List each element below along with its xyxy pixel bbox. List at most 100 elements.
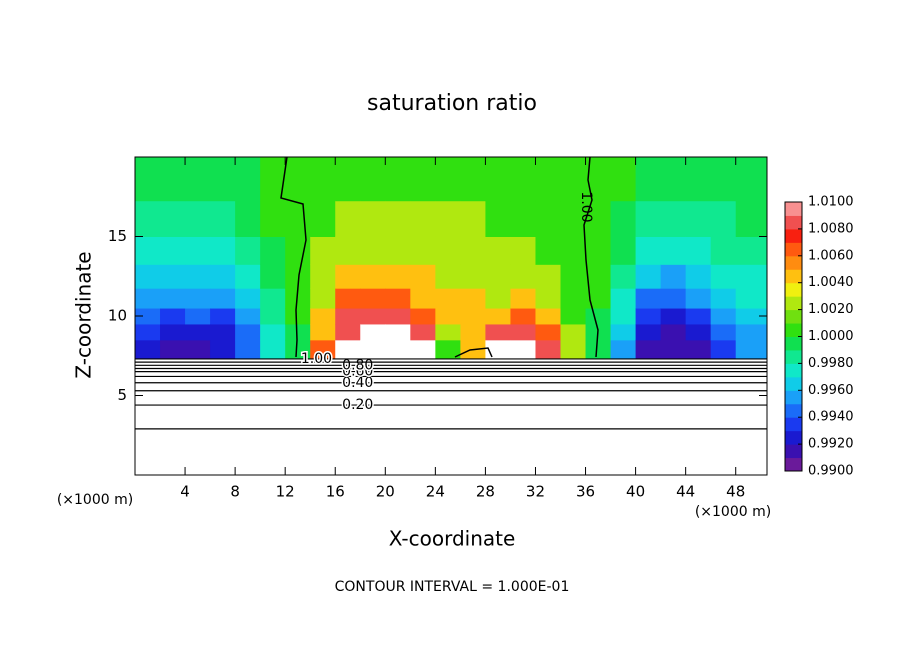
y-tick-label: 15: [108, 227, 127, 245]
field-cell: [285, 308, 311, 325]
colorbar-swatch: [785, 336, 802, 351]
field-cell: [435, 236, 461, 265]
field-cell: [535, 323, 562, 341]
field-cell: [735, 339, 768, 360]
x-tick-label: 12: [276, 483, 295, 501]
field-cell: [635, 200, 662, 237]
field-cell: [210, 200, 236, 237]
field-cell: [260, 308, 286, 325]
field-cell: [210, 157, 236, 202]
field-cell: [610, 308, 637, 325]
field-cell: [360, 264, 386, 289]
field-cell: [460, 288, 486, 309]
field-cell: [360, 157, 386, 202]
field-cell: [385, 339, 411, 360]
x-tick-label: 48: [726, 483, 745, 501]
field-cell: [185, 157, 211, 202]
field-cell: [410, 200, 436, 237]
field-cell: [260, 236, 286, 265]
x-tick-label: 4: [180, 483, 190, 501]
field-cell: [635, 339, 662, 360]
x-tick-label: 32: [526, 483, 545, 501]
field-cell: [335, 288, 361, 309]
field-cell: [635, 323, 662, 341]
field-cell: [210, 264, 236, 289]
field-cell: [135, 200, 161, 237]
colorbar-swatch: [785, 363, 802, 378]
field-cell: [435, 323, 461, 341]
field-cell: [435, 308, 461, 325]
field-cell: [185, 323, 211, 341]
field-cell: [135, 157, 161, 202]
field-cell: [310, 157, 336, 202]
field-cell: [485, 288, 511, 309]
field-cell: [310, 200, 336, 237]
field-cell: [585, 236, 612, 265]
field-cell: [660, 157, 687, 202]
field-cell: [535, 339, 562, 360]
field-cell: [260, 339, 286, 360]
field-cell: [510, 264, 536, 289]
field-cell: [210, 339, 236, 360]
field-cell: [235, 323, 261, 341]
field-cell: [385, 323, 411, 341]
contour-label: 0.80: [342, 357, 373, 373]
y-tick-label: 5: [117, 386, 127, 404]
colorbar-swatch: [785, 296, 802, 311]
field-cell: [310, 288, 336, 309]
colorbar-swatch: [785, 242, 802, 257]
colorbar-swatch: [785, 215, 802, 230]
y-axis-label: Z-coordinate: [72, 251, 96, 378]
colorbar-tick-label: 1.0040: [808, 275, 854, 290]
field-cell: [510, 288, 536, 309]
field-cell: [260, 264, 286, 289]
x-tick-label: 28: [476, 483, 495, 501]
field-cell: [210, 288, 236, 309]
field-cell: [635, 264, 662, 289]
x-tick-label: 20: [376, 483, 395, 501]
colorbar-tick-label: 0.9920: [808, 437, 854, 452]
colorbar-swatch: [785, 202, 802, 216]
field-cell: [585, 339, 612, 360]
y-axis-unit: (×1000 m): [57, 492, 133, 508]
field-cell: [460, 308, 486, 325]
x-axis-label: X-coordinate: [389, 527, 516, 551]
field-cell: [260, 288, 286, 309]
field-cell: [535, 200, 562, 237]
x-axis-unit: (×1000 m): [695, 504, 771, 520]
colorbar-swatch: [785, 323, 802, 337]
field-cell: [160, 288, 186, 309]
field-cell: [535, 157, 562, 202]
field-cell: [560, 323, 587, 341]
field-cell: [610, 323, 637, 341]
field-cell: [710, 200, 737, 237]
field-cell: [310, 323, 336, 341]
field-cell: [685, 157, 712, 202]
field-cell: [360, 236, 386, 265]
field-cell: [185, 200, 211, 237]
field-cell: [735, 264, 768, 289]
field-cell: [660, 236, 687, 265]
x-tick-label: 36: [576, 483, 595, 501]
field-cell: [410, 236, 436, 265]
field-cell: [685, 200, 712, 237]
field-cell: [735, 308, 768, 325]
field-cell: [310, 264, 336, 289]
colorbar-tick-label: 1.0000: [808, 329, 854, 344]
field-cell: [435, 200, 461, 237]
field-cell: [485, 323, 511, 341]
saturation-contour: [280, 156, 307, 358]
field-cell: [485, 200, 511, 237]
contour-label: 1.00: [578, 191, 594, 222]
y-tick-label: 10: [108, 307, 127, 325]
field-cell: [360, 288, 386, 309]
field-cell: [485, 157, 511, 202]
field-cell: [610, 157, 637, 202]
field-cell: [285, 157, 311, 202]
x-tick-label: 16: [326, 483, 345, 501]
field-layer: [135, 157, 768, 360]
colorbar-swatch: [785, 228, 802, 243]
field-cell: [410, 339, 436, 360]
field-cell: [560, 157, 587, 202]
